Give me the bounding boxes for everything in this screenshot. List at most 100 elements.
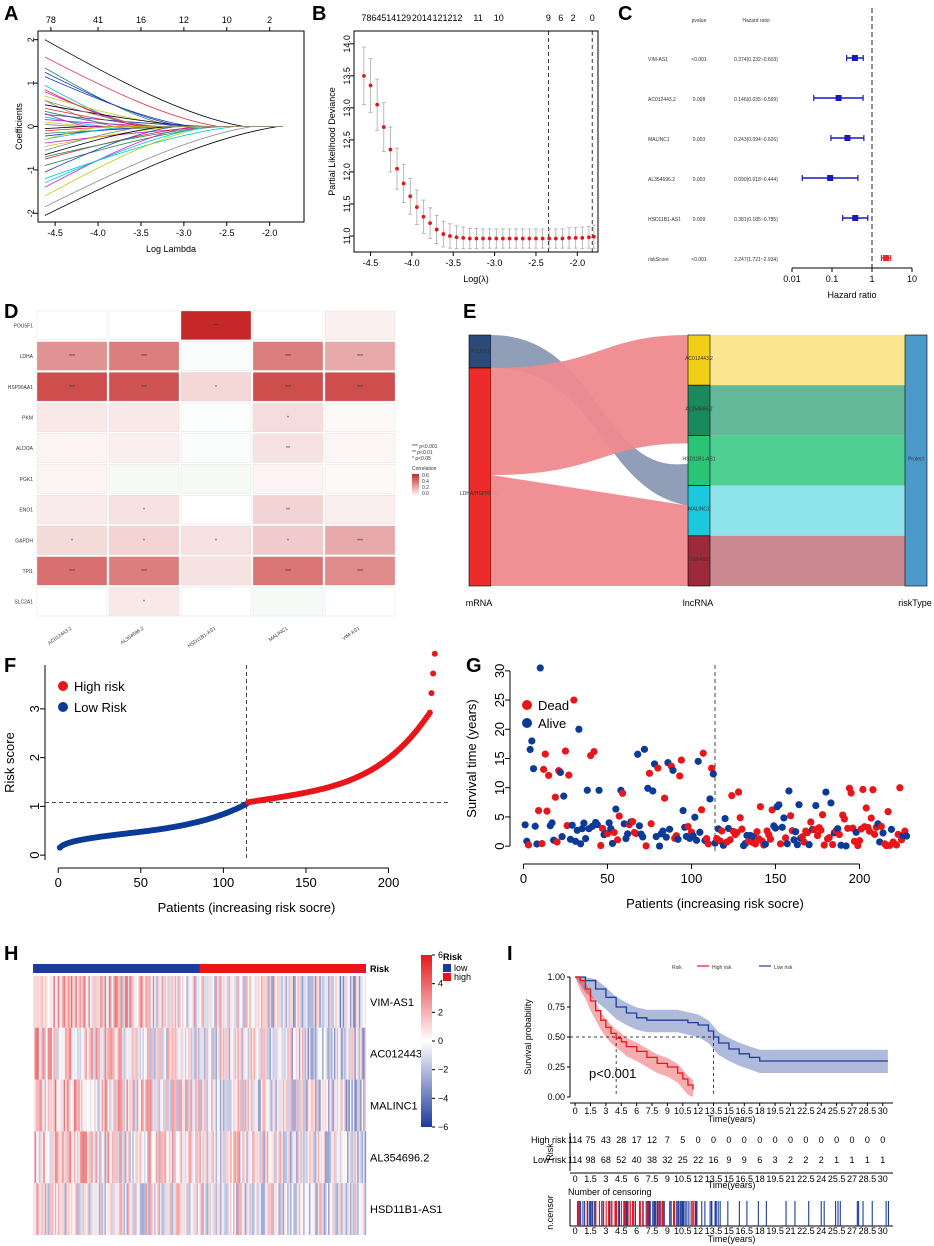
y-tick-label: 3 xyxy=(27,705,42,712)
heatmap-cell xyxy=(316,1079,319,1132)
heatmap-cell xyxy=(344,976,346,1028)
heatmap-cell xyxy=(246,1079,248,1132)
heatmap-cell xyxy=(347,976,349,1028)
x-tick-label: 200 xyxy=(849,871,871,886)
heatmap-cell xyxy=(144,1027,146,1080)
heatmap-cell xyxy=(215,976,218,1028)
heatmap-cell xyxy=(234,1079,237,1132)
heatmap-cell xyxy=(57,1183,60,1235)
risk-table-x-tick: 28.5 xyxy=(859,1174,877,1184)
mid-node-label: AL354696.2 xyxy=(686,406,713,412)
heatmap-cell xyxy=(316,1131,319,1184)
heatmap-cell xyxy=(180,525,252,555)
coefficient-path xyxy=(44,126,283,160)
deviance-point xyxy=(408,194,413,199)
significance-stars: * xyxy=(143,538,145,544)
heatmap-cell xyxy=(132,1131,134,1184)
heatmap-cell xyxy=(164,1027,167,1080)
heatmap-cell xyxy=(357,1183,359,1235)
heatmap-cell xyxy=(358,1183,361,1235)
heatmap-cell xyxy=(279,1079,282,1132)
heatmap-cell xyxy=(198,1079,200,1132)
heatmap-cell xyxy=(122,1131,124,1184)
heatmap-cell xyxy=(73,1183,76,1235)
heatmap-cell xyxy=(164,1183,167,1235)
heatmap-cell xyxy=(295,976,298,1028)
heatmap-cell xyxy=(217,976,219,1028)
heatmap-cell xyxy=(252,495,324,525)
heatmap-cell xyxy=(199,1079,202,1132)
heatmap-cell xyxy=(263,1183,266,1235)
risk-count: 0 xyxy=(880,1135,885,1145)
heatmap-cell xyxy=(301,1131,304,1184)
heatmap-cell xyxy=(333,1131,336,1184)
panel-label-e: E xyxy=(463,301,476,323)
heatmap-cell xyxy=(87,1183,89,1235)
heatmap-cell xyxy=(193,1079,196,1132)
survival-point xyxy=(618,789,627,797)
heatmap-cell xyxy=(151,1079,153,1132)
heatmap-cell xyxy=(224,1131,226,1184)
heatmap-col-label: AC012443.2 xyxy=(47,626,73,647)
heatmap-cell xyxy=(259,1079,262,1132)
heatmap-cell xyxy=(247,976,250,1028)
heatmap-cell xyxy=(262,1183,264,1235)
significance-stars: *** xyxy=(357,354,363,360)
heatmap-cell xyxy=(103,1183,105,1235)
survival-point xyxy=(593,820,601,829)
y-tick-label: 0.00 xyxy=(547,1092,565,1102)
heatmap-cell xyxy=(92,1027,95,1080)
heatmap-cell xyxy=(170,976,172,1028)
risk-table-x-tick: 3 xyxy=(603,1174,608,1184)
heatmap-cell xyxy=(34,1079,37,1132)
heatmap-cell xyxy=(330,1027,333,1080)
heatmap-cell xyxy=(339,976,342,1028)
heatmap-cell xyxy=(263,1079,266,1132)
heatmap-cell xyxy=(180,402,252,433)
heatmap-cell xyxy=(211,1079,213,1132)
heatmap-cell xyxy=(171,1027,174,1080)
survival-point xyxy=(540,765,548,773)
heatmap-cell xyxy=(108,402,180,433)
heatmap-cell xyxy=(174,1183,177,1235)
heatmap-cell xyxy=(252,1079,254,1132)
heatmap-cell xyxy=(325,1183,327,1235)
heatmap-cell xyxy=(276,976,279,1028)
heatmap-cell xyxy=(162,1079,165,1132)
row-pvalue: 0.009 xyxy=(693,217,706,223)
heatmap-cell xyxy=(152,1079,155,1132)
heatmap-cell xyxy=(36,556,108,586)
x-tick-label: 19.5 xyxy=(766,1106,784,1116)
row-name: riskScore xyxy=(648,257,669,263)
heatmap-cell xyxy=(158,1183,161,1235)
heatmap-cell xyxy=(82,1131,85,1184)
survival-point xyxy=(827,799,835,807)
y-tick-label: 14.0 xyxy=(342,35,352,53)
heatmap-cell xyxy=(332,1131,335,1184)
heatmap-cell xyxy=(218,1079,221,1132)
heatmap-cell xyxy=(338,1131,340,1184)
heatmap-cell xyxy=(257,1183,260,1235)
heatmap-cell xyxy=(62,976,64,1028)
heatmap-cell xyxy=(294,976,297,1028)
left-node-label: LDHA/HSP90AA1 xyxy=(460,491,500,497)
x-tick-label: 7.5 xyxy=(646,1106,659,1116)
heatmap-cell xyxy=(43,1131,45,1184)
heatmap-cell xyxy=(98,976,101,1028)
heatmap-cell xyxy=(291,1131,294,1184)
heatmap-cell xyxy=(324,433,396,463)
heatmap-cell xyxy=(89,1131,92,1184)
top-tick-label: 41 xyxy=(391,13,401,23)
heatmap-cell xyxy=(35,1131,38,1184)
heatmap-cell xyxy=(49,1079,51,1132)
heatmap-cell xyxy=(107,1079,110,1132)
heatmap-cell xyxy=(364,1183,367,1235)
risk-count: 2 xyxy=(788,1155,793,1165)
heatmap-cell xyxy=(177,1131,180,1184)
heatmap-cell xyxy=(51,1131,54,1184)
survival-point xyxy=(526,745,534,754)
heatmap-cell xyxy=(132,1183,134,1235)
heatmap-cell xyxy=(142,1183,145,1235)
heatmap-cell xyxy=(298,1079,301,1132)
heatmap-cell xyxy=(68,1183,70,1235)
